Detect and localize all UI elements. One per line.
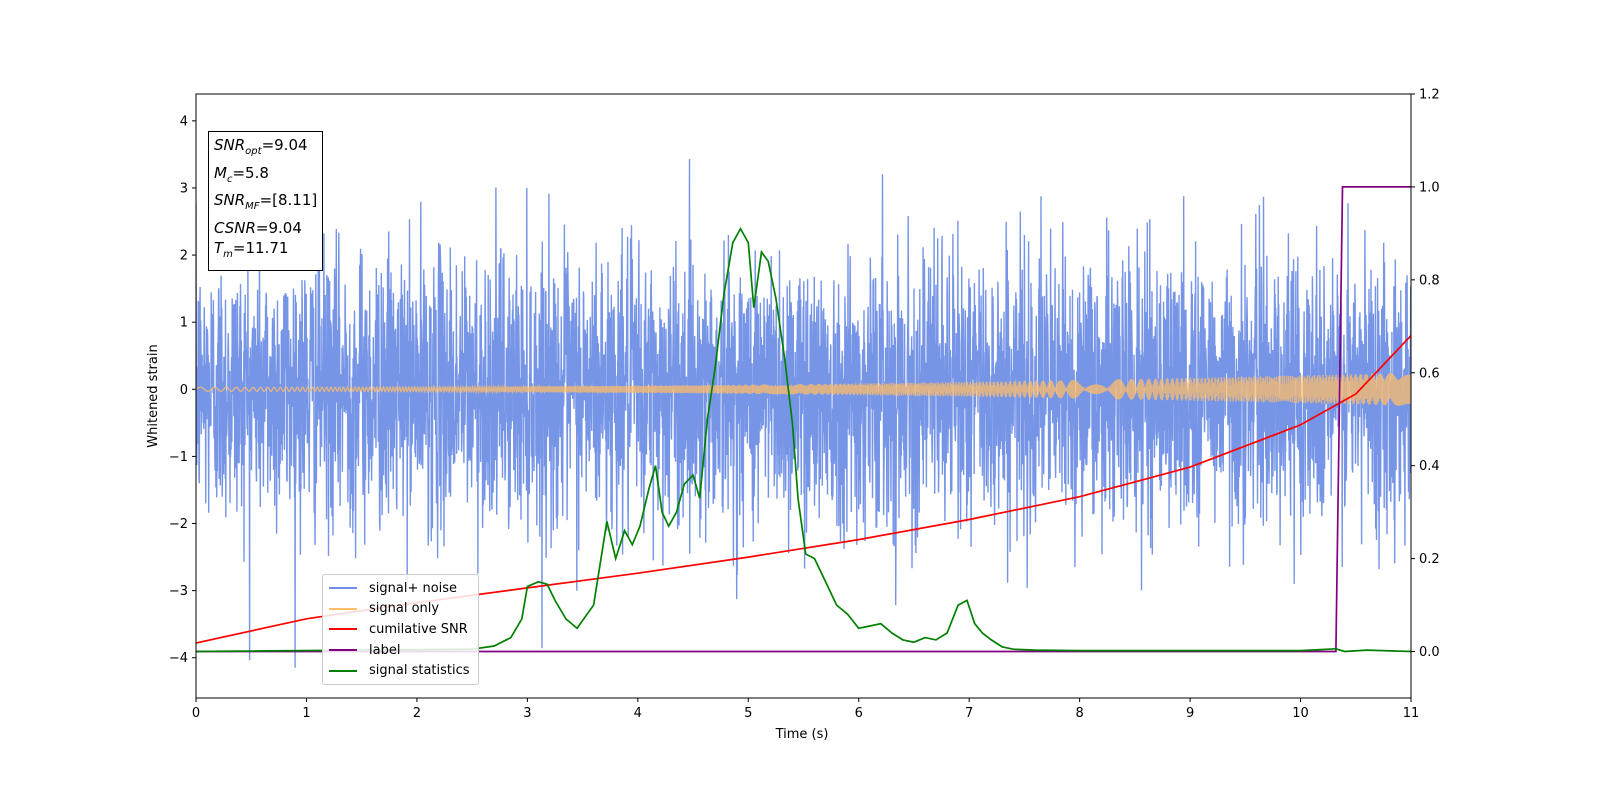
- x-tick-label: 8: [1075, 706, 1083, 721]
- x-tick-label: 2: [413, 706, 421, 721]
- x-tick-label: 0: [192, 706, 200, 721]
- y-tick-label: 1: [180, 316, 188, 331]
- legend-label: cumilative SNR: [369, 621, 468, 637]
- legend-item: label: [329, 640, 470, 661]
- legend-swatch: [329, 649, 357, 652]
- info-snr-opt: SNRopt=9.04: [214, 136, 308, 157]
- y2-tick-label: 1.0: [1419, 180, 1440, 195]
- x-tick-label: 9: [1186, 706, 1194, 721]
- x-tick-label: 1: [302, 706, 310, 721]
- y2-tick-label: 1.2: [1419, 88, 1440, 103]
- y-tick-label: 0: [180, 383, 188, 398]
- x-tick-label: 4: [634, 706, 642, 721]
- legend-item: signal only: [329, 599, 470, 620]
- legend-swatch: [329, 587, 357, 590]
- legend-swatch: [329, 628, 357, 631]
- y2-tick-label: 0.8: [1419, 273, 1440, 288]
- series-label: [196, 186, 1411, 653]
- y2-tick-label: 0.2: [1419, 552, 1440, 567]
- info-mc: Mc=5.8: [214, 163, 269, 185]
- x-tick-label: 3: [523, 706, 531, 721]
- legend-item: cumilative SNR: [329, 619, 470, 640]
- legend-swatch: [329, 669, 357, 672]
- legend: signal+ noise signal only cumilative SNR…: [322, 574, 479, 685]
- series-signal-statistics: [196, 226, 1411, 653]
- legend-label: signal statistics: [369, 663, 470, 679]
- y2-tick-label: 0.4: [1419, 459, 1440, 474]
- x-axis-label: Time (s): [775, 727, 829, 742]
- legend-item: signal+ noise: [329, 578, 470, 599]
- series-signal-only: [196, 373, 1411, 406]
- y-axis-label: Whitened strain: [146, 344, 161, 447]
- y-tick-label: −1: [169, 450, 188, 465]
- legend-label: label: [369, 642, 401, 658]
- legend-label: signal only: [369, 601, 440, 617]
- x-tick-label: 10: [1292, 706, 1309, 721]
- y2-tick-label: 0.6: [1419, 366, 1440, 381]
- y-tick-label: 4: [180, 114, 188, 129]
- info-snr-mf: SNRMF=[8.11]: [214, 191, 318, 212]
- y-tick-label: 3: [180, 181, 188, 196]
- info-tm: Tm=11.71: [214, 239, 289, 260]
- info-box: SNRopt=9.04 Mc=5.8 SNRMF=[8.11] CSNR=9.0…: [208, 131, 324, 271]
- legend-label: signal+ noise: [369, 580, 458, 596]
- x-axis: 0 1 2 3 4 5 6 7 8 9 10 11: [192, 698, 1419, 721]
- y-tick-label: −2: [169, 517, 188, 532]
- y-tick-label: −4: [169, 651, 188, 666]
- y2-tick-label: 0.0: [1419, 645, 1440, 660]
- legend-swatch: [329, 607, 357, 610]
- x-tick-label: 11: [1403, 706, 1420, 721]
- legend-item: signal statistics: [329, 660, 470, 681]
- y-tick-label: −3: [169, 584, 188, 599]
- x-tick-label: 6: [855, 706, 863, 721]
- y2-axis: 1.2 1.0 0.8 0.6 0.4 0.2 0.0: [1411, 88, 1440, 660]
- y-tick-label: 2: [180, 249, 188, 264]
- x-tick-label: 5: [744, 706, 752, 721]
- info-csnr: CSNR=9.04: [214, 218, 302, 237]
- x-tick-label: 7: [965, 706, 973, 721]
- plot-frame: [195, 93, 1412, 699]
- y-axis: 4 3 2 1 0 −1 −2 −3 −4: [169, 114, 196, 666]
